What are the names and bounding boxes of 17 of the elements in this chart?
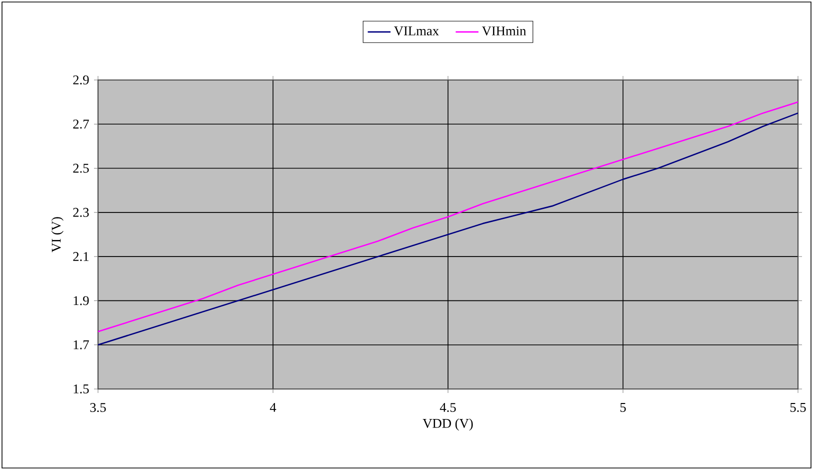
x-tick-label: 5.5: [790, 403, 806, 412]
legend-label: VIHmin: [482, 26, 526, 36]
x-tick-label: 4.5: [440, 403, 456, 412]
y-tick-label: 1.5: [74, 384, 89, 394]
y-tick-label: 2.3: [73, 208, 89, 217]
y-tick-label: 2.5: [73, 164, 89, 173]
y-tick-label: 1.9: [74, 296, 89, 306]
y-tick-label: 2.9: [73, 75, 89, 84]
y-tick-label: 2.7: [73, 120, 89, 129]
x-tick-label: 5: [620, 403, 626, 412]
x-axis-title: VDD (V): [422, 418, 473, 431]
x-tick-label: 3.5: [90, 403, 106, 412]
x-tick-label: 4: [270, 403, 276, 412]
y-axis-title: VI (V): [51, 217, 64, 252]
y-tick-label: 1.7: [74, 340, 89, 350]
y-tick-label: 2.1: [73, 252, 89, 262]
legend-label: VILmax: [394, 26, 439, 36]
